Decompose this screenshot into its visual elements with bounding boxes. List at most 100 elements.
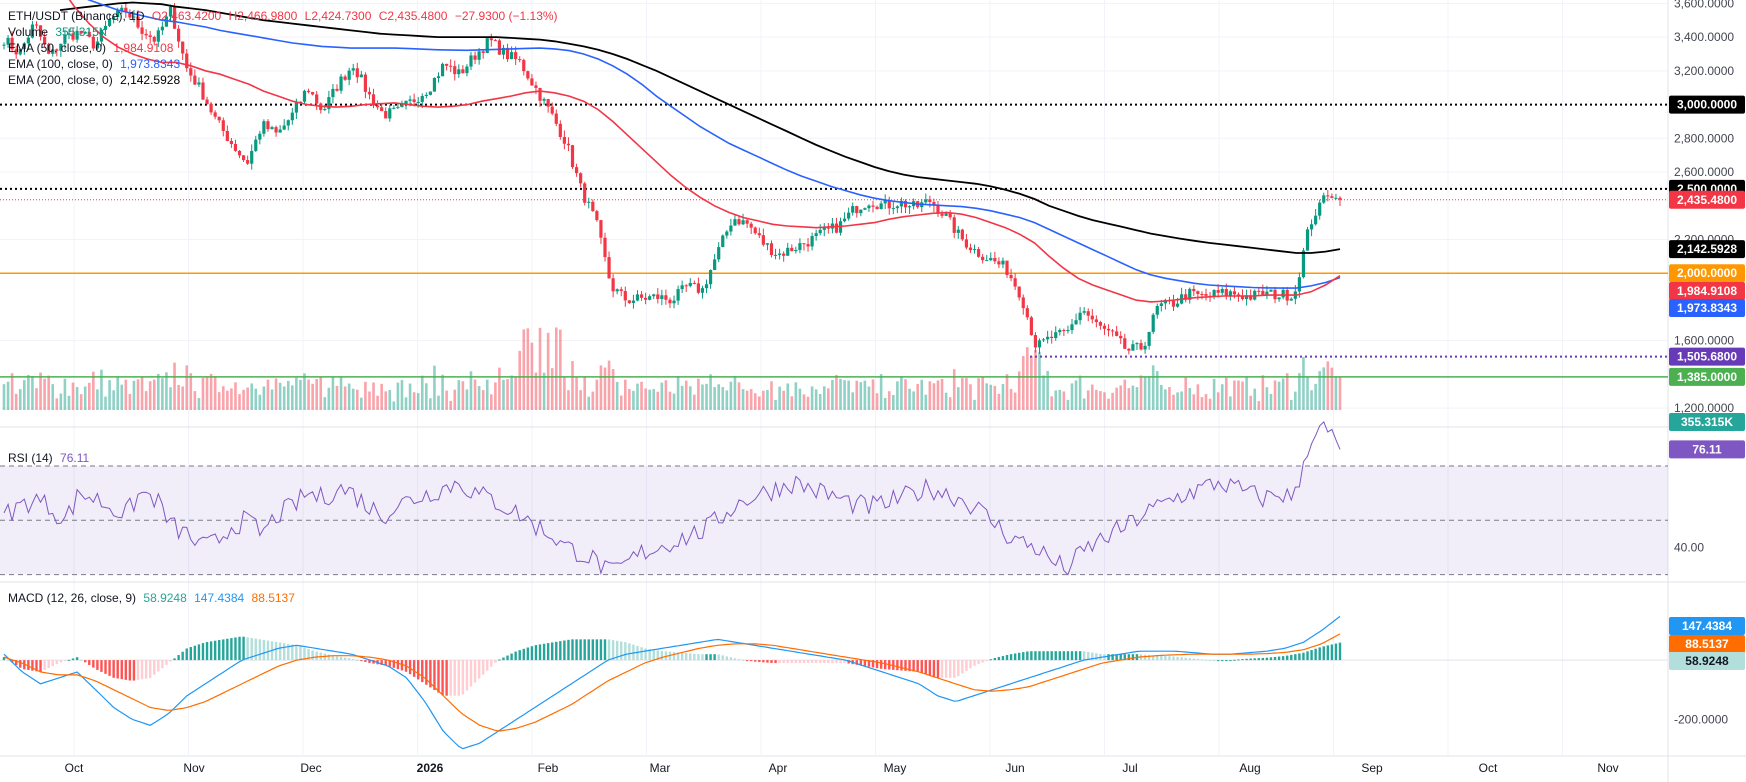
volume-bar — [1026, 347, 1029, 410]
volume-value: 355.315K — [55, 25, 107, 39]
volume-bar — [266, 379, 270, 410]
candle-body — [497, 40, 502, 55]
candles — [2, 1, 1342, 355]
volume-bar — [10, 373, 14, 410]
macd-hist-bar — [506, 655, 509, 661]
price-tag-bg — [1669, 190, 1745, 209]
candle-body — [847, 212, 851, 219]
macd-hist-bar — [961, 660, 964, 674]
candle-body — [1005, 260, 1009, 275]
rsi-legend[interactable]: RSI (14) 76.11 — [8, 450, 93, 466]
macd-hist-bar — [944, 660, 948, 678]
macd-hist-bar — [96, 660, 99, 670]
candle-body — [940, 213, 944, 216]
volume-bar — [494, 382, 497, 410]
macd-hist-bar — [417, 660, 420, 680]
volume-bar — [1253, 388, 1257, 410]
candle-body — [286, 120, 290, 126]
macd-hist-bar — [502, 657, 505, 661]
volume-bar — [96, 389, 99, 410]
candle-body — [420, 95, 424, 102]
candle-body — [619, 289, 623, 292]
macd-hist-bar — [400, 660, 404, 671]
volume-bar — [709, 374, 712, 410]
volume-bar — [461, 381, 465, 410]
macd-hist-bar — [713, 654, 716, 661]
volume-bar — [1074, 380, 1078, 410]
macd-hist-bar — [59, 660, 63, 663]
candle-body — [627, 300, 631, 304]
level-tag-bg — [1669, 367, 1745, 386]
candle-body — [241, 155, 246, 161]
macd-hist-bar — [396, 660, 400, 670]
volume-legend[interactable]: Volume 355.315K — [8, 24, 111, 40]
macd-hist-bar — [287, 643, 290, 661]
price-axis-tick: 2,800.0000 — [1674, 131, 1734, 145]
macd-hist-bar — [242, 636, 245, 661]
candle-body — [924, 199, 928, 203]
volume-bar — [1216, 392, 1220, 410]
macd-hist-bar — [1192, 658, 1196, 661]
candle-body — [660, 295, 664, 299]
volume-bar — [425, 383, 428, 410]
volume-bar — [1306, 377, 1309, 410]
candle-body — [855, 206, 859, 214]
price-axis-tick: 3,200.0000 — [1674, 64, 1734, 78]
volume-bar — [1200, 397, 1204, 410]
candle-body — [233, 144, 238, 151]
volume-bar — [774, 399, 777, 410]
macd-hist-bar — [136, 660, 140, 680]
volume-bar — [985, 383, 989, 410]
volume-bar — [169, 387, 172, 410]
macd-hist-bar — [360, 660, 363, 662]
volume-bar — [23, 380, 26, 410]
volume-tag: 355.315K — [1681, 415, 1733, 429]
candle-body — [1301, 250, 1306, 278]
volume-bar — [997, 393, 1001, 410]
macd-hist-bar — [794, 660, 798, 664]
candle-body — [339, 76, 343, 91]
macd-hist-bar — [218, 640, 221, 661]
ema50-legend[interactable]: EMA (50, close, 0) 1,984.9108 — [8, 40, 177, 56]
candle-body — [591, 201, 595, 212]
ema100-legend[interactable]: EMA (100, close, 0) 1,973.8343 — [8, 56, 184, 72]
macd-hist-bar — [258, 639, 262, 661]
volume-bar — [1265, 387, 1269, 410]
macd-hist-bar — [1318, 647, 1321, 661]
macd-legend[interactable]: MACD (12, 26, close, 9) 58.9248 147.4384… — [8, 590, 299, 606]
macd-hist-bar — [782, 660, 785, 664]
candle-body — [802, 243, 806, 245]
volume-bar — [770, 381, 773, 410]
macd-hist-bar — [1184, 657, 1187, 661]
volume-bar — [1229, 396, 1232, 410]
macd-hist-bar — [875, 660, 879, 669]
candle-body — [1212, 290, 1216, 297]
macd-hist-bar — [997, 657, 1001, 661]
macd-hist-value: 58.9248 — [143, 591, 187, 605]
candle-body — [713, 259, 717, 271]
candle-body — [185, 53, 189, 69]
volume-bar — [538, 327, 542, 410]
candle-body — [1265, 291, 1269, 296]
macd-hist-bar — [1123, 654, 1126, 661]
macd-hist-bar — [1322, 646, 1325, 661]
candle-body — [246, 160, 250, 164]
ema200-legend[interactable]: EMA (200, close, 0) 2,142.5928 — [8, 72, 184, 88]
macd-hist-bar — [481, 660, 485, 675]
volume-bar — [6, 381, 10, 410]
candle-body — [688, 282, 692, 287]
volume-bar — [1115, 387, 1118, 410]
macd-hist-bar — [530, 646, 534, 661]
ema100-label: EMA (100, close, 0) — [8, 57, 113, 71]
volume-bar — [63, 378, 67, 410]
volume-bar — [315, 379, 318, 410]
macd-hist-bar — [173, 658, 176, 661]
symbol-label[interactable]: ETH/USDT (Binance), 1D — [8, 9, 145, 23]
candle-body — [895, 206, 899, 209]
volume-bar — [262, 386, 266, 410]
macd-hist-bar — [904, 660, 907, 671]
macd-hist-bar — [88, 660, 91, 665]
macd-hist-bar — [689, 653, 692, 661]
candle-body — [428, 91, 432, 95]
